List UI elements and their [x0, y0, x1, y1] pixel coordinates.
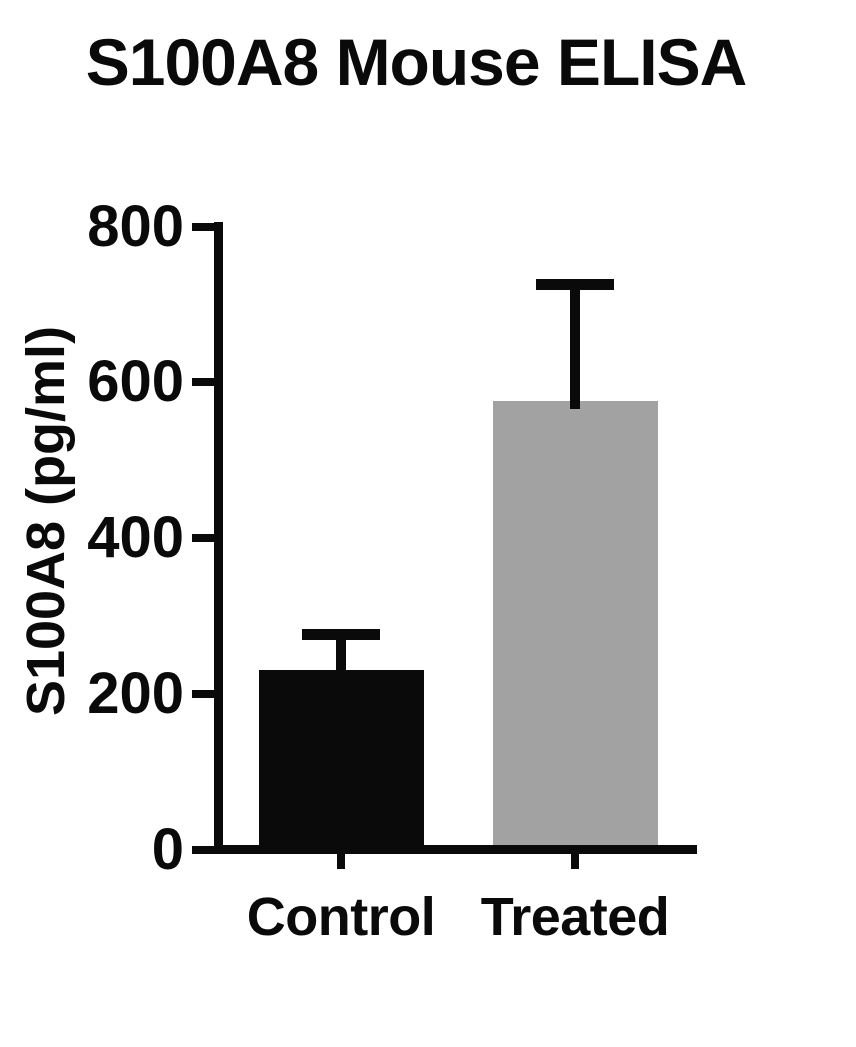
y-axis-line [214, 222, 223, 854]
y-tick [192, 845, 214, 854]
x-tick [571, 854, 579, 869]
x-axis-label-treated: Treated [480, 887, 670, 947]
error-bar-line [336, 634, 346, 678]
error-bar-cap [536, 278, 614, 290]
error-bar-cap [302, 629, 380, 641]
y-tick-label: 600 [87, 349, 184, 415]
bar-control [258, 669, 424, 845]
x-axis-label-control: Control [246, 887, 436, 947]
x-axis-line [214, 845, 697, 854]
y-tick [192, 378, 214, 387]
y-tick-label: 400 [87, 505, 184, 570]
y-tick [192, 534, 214, 542]
bar-treated [492, 401, 658, 845]
y-tick-label: 200 [87, 660, 184, 726]
x-tick [337, 854, 345, 869]
y-tick-label: 800 [87, 193, 184, 259]
chart-title: S100A8 Mouse ELISA [85, 25, 748, 99]
error-bar-line [570, 284, 580, 410]
y-tick [192, 689, 214, 698]
y-tick-label: 0 [151, 816, 184, 882]
y-tick [192, 222, 214, 231]
